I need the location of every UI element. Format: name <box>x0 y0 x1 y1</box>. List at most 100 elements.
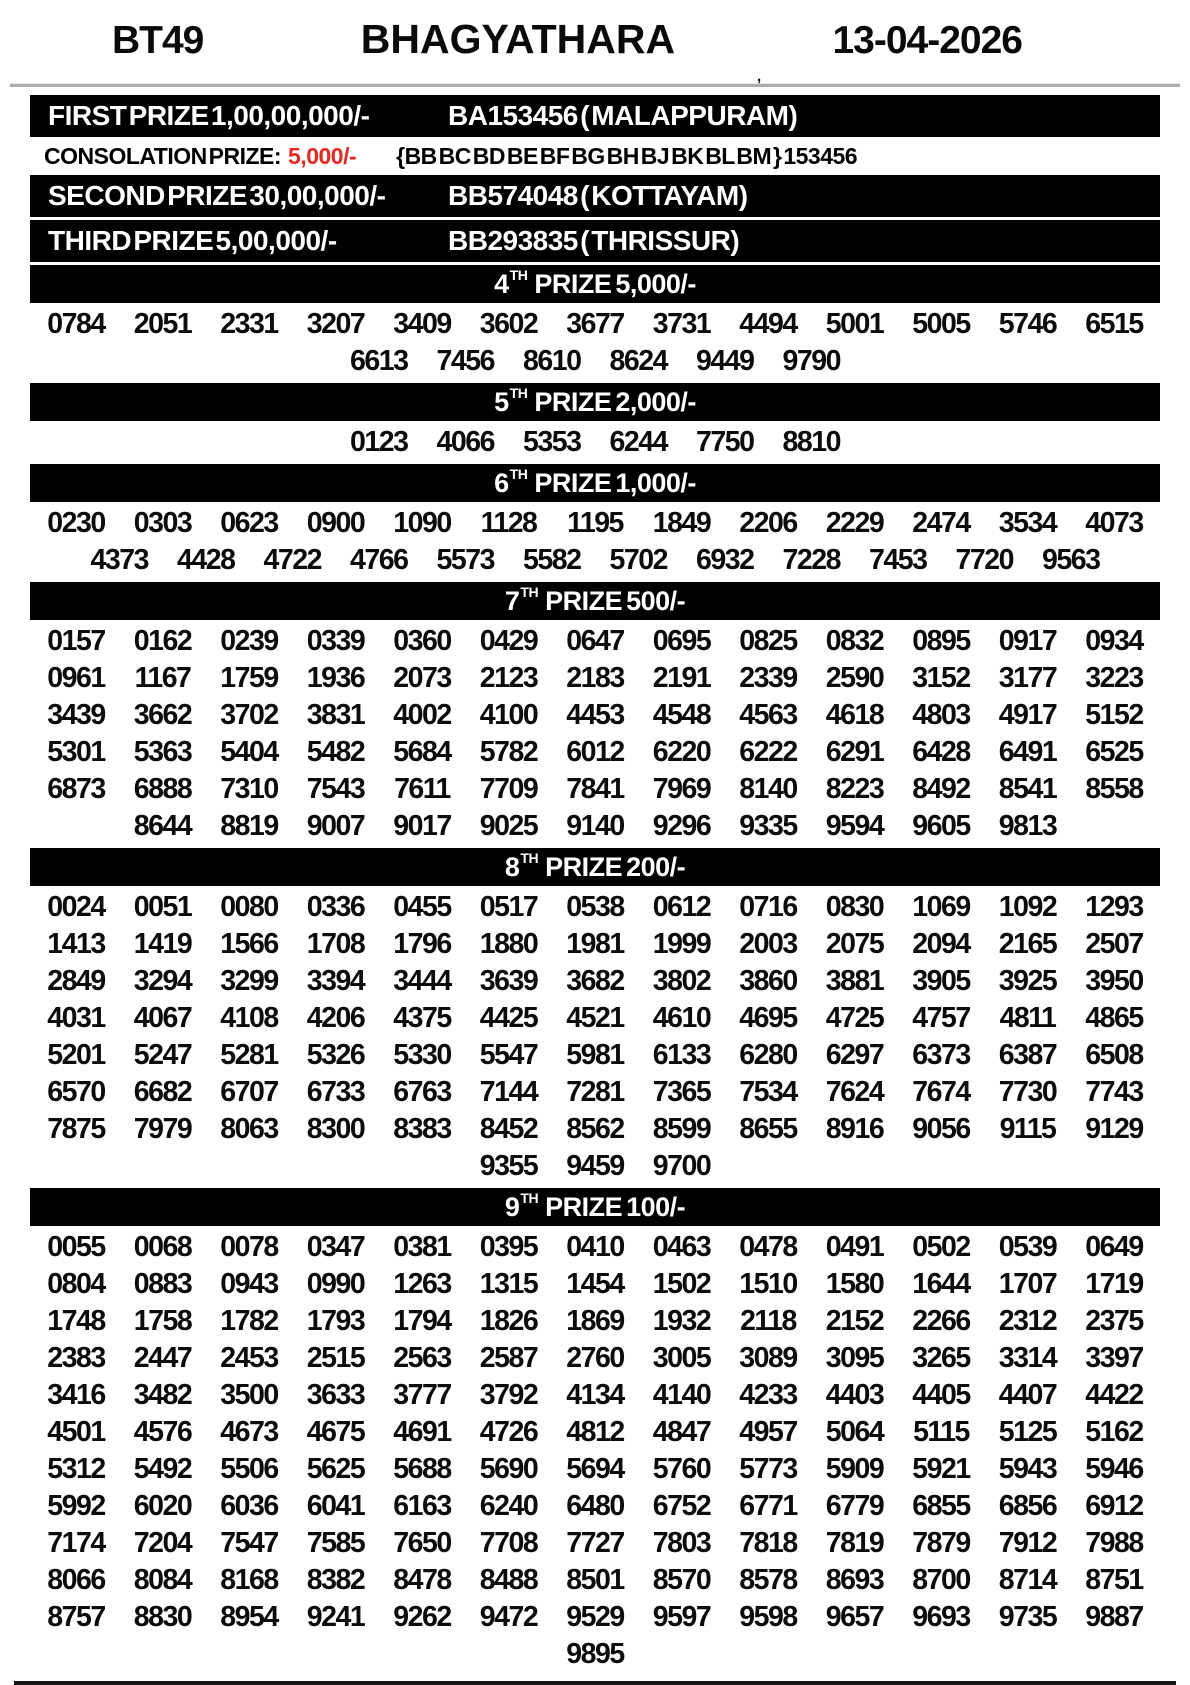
winning-number: 0825 <box>739 625 798 657</box>
winning-number: 4811 <box>999 1002 1057 1034</box>
winning-number: 2073 <box>393 662 452 694</box>
winning-number: 6480 <box>566 1490 625 1522</box>
number-row: 4031 4067 4108 4206 4375 4425 4521 4610 4695 4725… <box>30 1000 1160 1037</box>
winning-number: 6525 <box>1085 736 1144 768</box>
number-row: 7875 7979 8063 8300 8383 8452 8562 8599 8655 8916… <box>30 1111 1160 1148</box>
winning-number: 1796 <box>393 928 452 960</box>
winning-number: 2051 <box>133 308 193 340</box>
section-title: PRIZE 500/- <box>545 585 686 616</box>
winning-number: 5506 <box>220 1453 279 1485</box>
winning-number: 7453 <box>869 544 928 576</box>
winning-number: 0649 <box>1085 1231 1144 1263</box>
winning-number: 0612 <box>652 891 712 923</box>
prize-section-7th: 7 TH PRIZE 500/- 0157 0162 0239 0339 0360 0429 06… <box>30 582 1160 845</box>
winning-number: 3792 <box>479 1379 539 1411</box>
winning-number: 3095 <box>825 1342 885 1374</box>
winning-number: 1092 <box>998 891 1058 923</box>
winning-number: 5547 <box>479 1039 539 1071</box>
section-title: PRIZE 1,000/- <box>534 467 696 498</box>
winning-number: 7969 <box>652 773 712 805</box>
winning-number: 0162 <box>133 625 193 657</box>
winning-number: 0080 <box>220 891 279 923</box>
winning-number: 2165 <box>998 928 1058 960</box>
top-divider: , <box>10 68 1180 87</box>
winning-number: 7803 <box>652 1527 712 1559</box>
number-row: 4501 4576 4673 4675 4691 4726 4812 4847 4957 5064… <box>30 1414 1160 1451</box>
winning-number: 8954 <box>220 1601 279 1633</box>
winning-number: 4691 <box>393 1416 452 1448</box>
winning-number: 3089 <box>739 1342 798 1374</box>
winning-number: 4233 <box>739 1379 798 1411</box>
winning-number: 6763 <box>393 1076 452 1108</box>
winning-number: 0336 <box>306 891 366 923</box>
winning-number: 3439 <box>47 699 106 731</box>
winning-number: 1707 <box>998 1268 1058 1300</box>
number-row: 5201 5247 5281 5326 5330 5547 5981 6133 6280 6297… <box>30 1037 1160 1074</box>
winning-number: 2453 <box>220 1342 279 1374</box>
winning-number: 4917 <box>998 699 1058 731</box>
winning-number: 4726 <box>479 1416 539 1448</box>
winning-number: 7720 <box>955 544 1015 576</box>
winning-number: 8452 <box>479 1113 539 1145</box>
winning-number: 2339 <box>739 662 798 694</box>
winning-number: 4847 <box>652 1416 712 1448</box>
winning-number: 0230 <box>47 507 106 539</box>
number-row: 5301 5363 5404 5482 5684 5782 6012 6220 6222 6291… <box>30 734 1160 771</box>
consolation-prize-row: CONSOLATION PRIZE: 5,000/- {BB BC BD BE … <box>30 140 1160 173</box>
winning-number: 6508 <box>1085 1039 1144 1071</box>
winning-number: 0695 <box>652 625 712 657</box>
winning-number: 1719 <box>1085 1268 1144 1300</box>
winning-number: 7228 <box>782 544 842 576</box>
winning-number: 8655 <box>739 1113 798 1145</box>
winning-number: 0239 <box>220 625 279 657</box>
winning-number: 7879 <box>912 1527 971 1559</box>
winning-number: 7730 <box>998 1076 1058 1108</box>
winning-number: 0410 <box>566 1231 625 1263</box>
winning-number: 5005 <box>912 308 971 340</box>
section-header-9th: 9 TH PRIZE 100/- <box>30 1188 1160 1226</box>
winning-number: 7708 <box>479 1527 539 1559</box>
number-row: 1748 1758 1782 1793 1794 1826 1869 1932 2118 2152… <box>30 1303 1160 1340</box>
winning-number: 2507 <box>1085 928 1144 960</box>
winning-number: 4812 <box>566 1416 625 1448</box>
winning-number: 7144 <box>479 1076 539 1108</box>
winning-number: 8599 <box>652 1113 712 1145</box>
winning-number: 5909 <box>825 1453 885 1485</box>
winning-number: 9472 <box>479 1601 539 1633</box>
winning-number: 2191 <box>652 662 712 694</box>
winning-number: 3860 <box>739 965 798 997</box>
winning-number: 0804 <box>47 1268 106 1300</box>
winning-number: 4134 <box>566 1379 625 1411</box>
winning-number: 0883 <box>133 1268 193 1300</box>
winning-number: 3444 <box>393 965 452 997</box>
winning-number: 9140 <box>566 810 625 842</box>
winning-number: 5301 <box>47 736 106 768</box>
section-ordinal-suffix: TH <box>509 267 528 283</box>
number-row: 0784 2051 2331 3207 3409 3602 3677 3731 4494 5001… <box>30 306 1160 343</box>
winning-number: 6932 <box>696 544 755 576</box>
winning-number: 8751 <box>1085 1564 1144 1596</box>
winning-number: 3177 <box>998 662 1058 694</box>
winning-number: 2474 <box>912 507 971 539</box>
winning-number: 7727 <box>566 1527 625 1559</box>
winning-number: 2123 <box>479 662 539 694</box>
winning-number: 7674 <box>912 1076 971 1108</box>
winning-number: 6912 <box>1085 1490 1144 1522</box>
winning-number: 4425 <box>479 1002 539 1034</box>
winning-number: 6222 <box>739 736 798 768</box>
winning-number: 8492 <box>912 773 971 805</box>
winning-number: 8541 <box>998 773 1058 805</box>
winning-number: 2849 <box>47 965 106 997</box>
winning-number: 7650 <box>393 1527 452 1559</box>
winning-number: 1932 <box>652 1305 712 1337</box>
winning-number: 2515 <box>306 1342 366 1374</box>
winning-number: 7534 <box>739 1076 798 1108</box>
winning-number: 6733 <box>306 1076 366 1108</box>
winning-number: 5943 <box>998 1453 1058 1485</box>
winning-number: 1510 <box>739 1268 798 1300</box>
winning-number: 0934 <box>1085 625 1144 657</box>
winning-number: 5492 <box>133 1453 193 1485</box>
winning-number: 6779 <box>825 1490 885 1522</box>
winning-number: 3409 <box>393 308 452 340</box>
section-header-8th: 8 TH PRIZE 200/- <box>30 848 1160 886</box>
